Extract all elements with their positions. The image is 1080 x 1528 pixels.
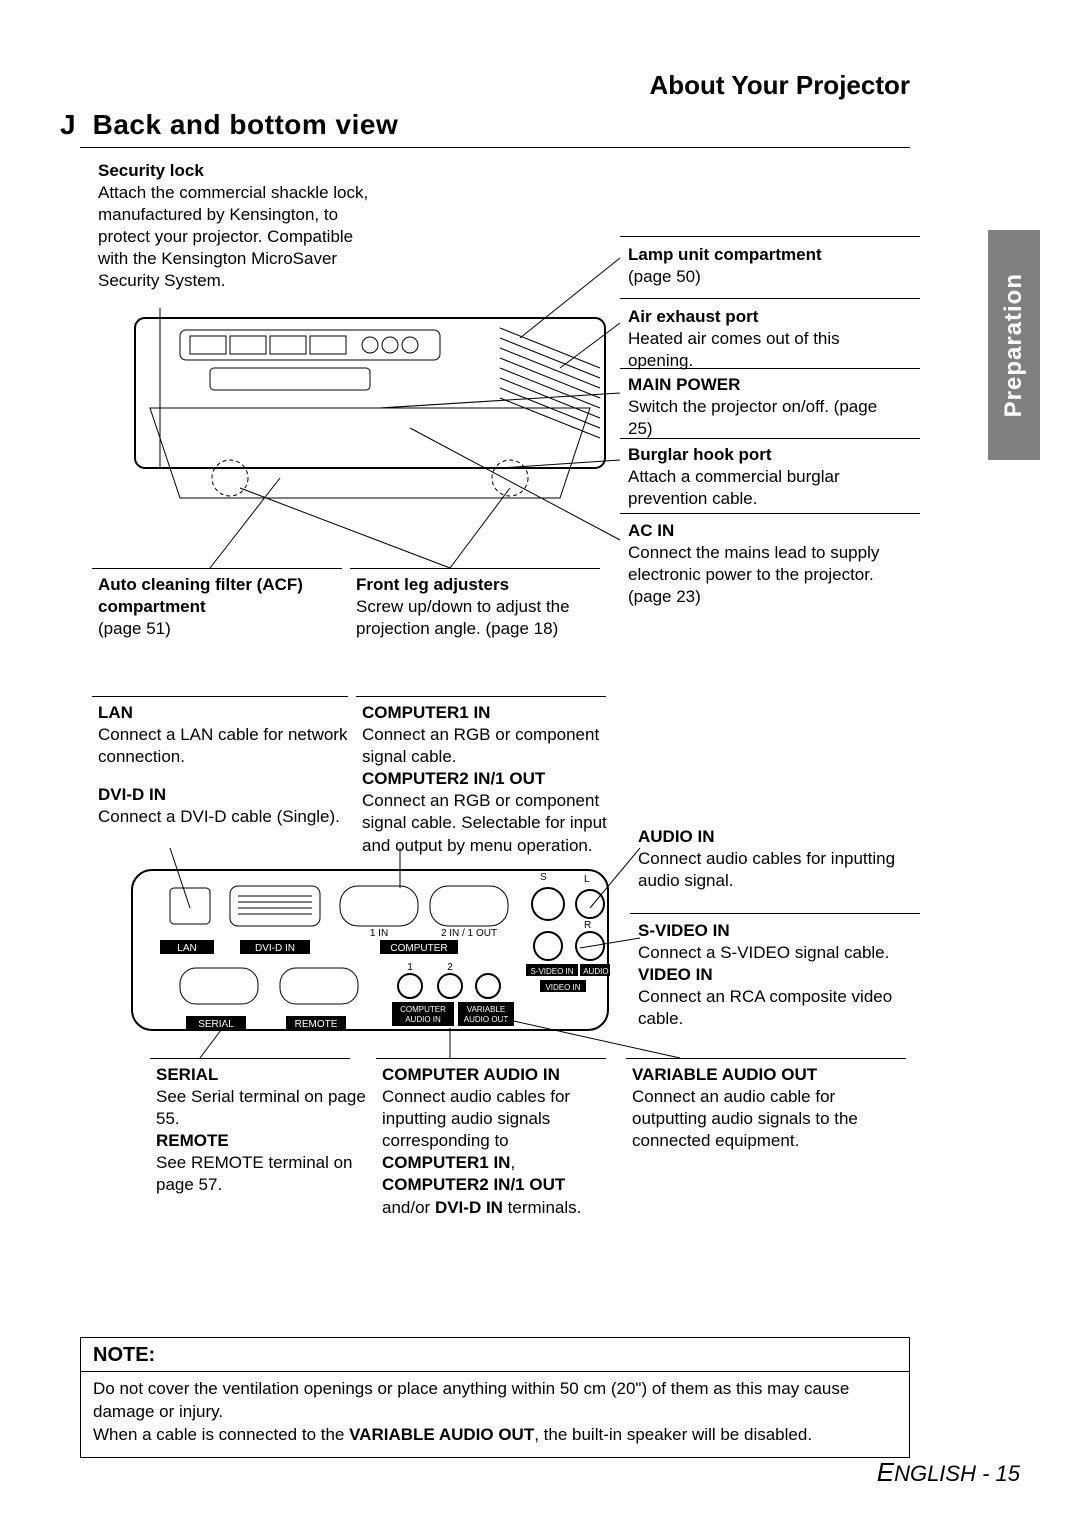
callout-serial-remote: SERIAL See Serial terminal on page 55. R… bbox=[156, 1064, 366, 1197]
svg-text:S-VIDEO IN: S-VIDEO IN bbox=[530, 967, 573, 976]
svg-text:VARIABLE: VARIABLE bbox=[467, 1005, 506, 1014]
section-tab: Preparation bbox=[988, 230, 1040, 460]
svg-text:AUDIO OUT: AUDIO OUT bbox=[464, 1015, 509, 1024]
page-footer: ENGLISH - 15 bbox=[877, 1457, 1020, 1488]
callout-computer-in: COMPUTER1 IN Connect an RGB or component… bbox=[362, 702, 612, 857]
note-body: Do not cover the ventilation openings or… bbox=[81, 1372, 909, 1457]
callout-air: Air exhaust port Heated air comes out of… bbox=[628, 306, 888, 372]
callout-acin: AC IN Connect the mains lead to supply e… bbox=[628, 520, 898, 608]
note-box: NOTE: Do not cover the ventilation openi… bbox=[80, 1337, 910, 1458]
callout-svideo-video: S-VIDEO IN Connect a S-VIDEO signal cabl… bbox=[638, 920, 918, 1030]
svg-text:DVI-D IN: DVI-D IN bbox=[255, 943, 295, 954]
callout-lamp: Lamp unit compartment (page 50) bbox=[628, 244, 888, 288]
svg-text:S: S bbox=[540, 872, 547, 883]
content-frame: Security lock Attach the commercial shac… bbox=[80, 147, 910, 1317]
svg-text:COMPUTER: COMPUTER bbox=[400, 1005, 446, 1014]
svg-text:L: L bbox=[584, 874, 590, 885]
svg-text:2: 2 bbox=[447, 962, 453, 973]
svg-text:1 IN: 1 IN bbox=[370, 928, 388, 939]
section-title: J Back and bottom view bbox=[60, 109, 1020, 141]
svg-text:REMOTE: REMOTE bbox=[295, 1019, 338, 1030]
svg-text:COMPUTER: COMPUTER bbox=[390, 943, 447, 954]
svg-text:AUDIO IN: AUDIO IN bbox=[583, 967, 610, 976]
svg-text:LAN: LAN bbox=[177, 943, 196, 954]
callout-dvid: DVI-D IN Connect a DVI-D cable (Single). bbox=[98, 784, 348, 828]
projector-diagram bbox=[130, 308, 610, 528]
callout-burglar: Burglar hook port Attach a commercial bu… bbox=[628, 444, 888, 510]
svg-text:AUDIO IN: AUDIO IN bbox=[405, 1015, 441, 1024]
note-title: NOTE: bbox=[81, 1338, 909, 1372]
svg-text:2 IN / 1 OUT: 2 IN / 1 OUT bbox=[441, 928, 497, 939]
terminal-diagram: LAN DVI-D IN COMPUTER 1 IN 2 IN / 1 OUT … bbox=[130, 868, 610, 1068]
svg-text:1: 1 bbox=[407, 962, 413, 973]
svg-text:SERIAL: SERIAL bbox=[198, 1019, 234, 1030]
callout-frontleg: Front leg adjusters Screw up/down to adj… bbox=[356, 574, 596, 640]
callout-security-lock: Security lock Attach the commercial shac… bbox=[98, 160, 388, 293]
svg-text:VIDEO IN: VIDEO IN bbox=[545, 983, 580, 992]
page-header: About Your Projector bbox=[60, 70, 1020, 101]
callout-audio-in: AUDIO IN Connect audio cables for inputt… bbox=[638, 826, 908, 892]
svg-text:R: R bbox=[584, 920, 591, 931]
callout-mainpower: MAIN POWER Switch the projector on/off. … bbox=[628, 374, 888, 440]
callout-acf: Auto cleaning filter (ACF) compartment (… bbox=[98, 574, 338, 640]
callout-variable-audio-out: VARIABLE AUDIO OUT Connect an audio cabl… bbox=[632, 1064, 902, 1152]
callout-lan: LAN Connect a LAN cable for network conn… bbox=[98, 702, 348, 768]
callout-computer-audio-in: COMPUTER AUDIO IN Connect audio cables f… bbox=[382, 1064, 612, 1219]
